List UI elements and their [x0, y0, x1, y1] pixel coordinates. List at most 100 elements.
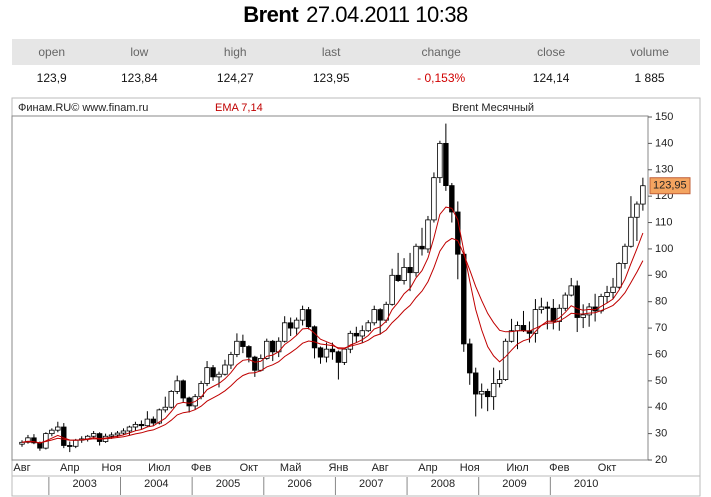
x-tick-label: Окт — [240, 462, 259, 474]
candle-body — [598, 296, 604, 312]
y-tick-label: 110 — [655, 216, 673, 228]
column-value: 124,14 — [532, 71, 570, 85]
indicator-label: EMA 7,14 — [215, 102, 263, 114]
candle-body — [96, 433, 103, 442]
symbol: Brent — [243, 2, 299, 27]
candle-body — [610, 286, 616, 293]
candle-body — [287, 322, 294, 329]
x-tick-label: Авг — [372, 462, 389, 474]
year-label: 2004 — [144, 478, 168, 490]
x-tick-label: Окт — [598, 462, 617, 474]
candle-body — [132, 423, 139, 428]
candle-body — [108, 434, 115, 437]
candle-body — [353, 332, 360, 337]
x-tick-label: Апр — [418, 462, 437, 474]
candle-body — [341, 348, 348, 363]
candle-body — [168, 390, 174, 408]
year-label: 2007 — [359, 478, 383, 490]
candle-body — [640, 185, 646, 205]
candle-body — [377, 309, 383, 321]
candle-body — [138, 423, 145, 427]
candle-body — [281, 322, 288, 342]
x-tick-label: Июл — [506, 462, 528, 474]
candle-body — [550, 307, 557, 322]
y-tick-label: 80 — [655, 296, 667, 308]
quote-table: open low high last change close volume 123,9 123… — [12, 39, 700, 91]
candle-body — [419, 245, 425, 250]
x-tick-label: Фев — [191, 462, 211, 474]
y-tick-label: 150 — [655, 111, 673, 123]
candle-body — [478, 390, 485, 395]
candle-body — [431, 177, 437, 221]
candle-body — [622, 245, 628, 264]
candle-body — [634, 203, 640, 218]
year-label: 2009 — [502, 478, 526, 490]
year-label: 2010 — [574, 478, 598, 490]
candle-body — [67, 445, 73, 447]
y-tick-label: 20 — [655, 454, 667, 466]
candle-body — [25, 437, 31, 443]
candle-body — [389, 274, 395, 305]
column-value: 123,95 — [312, 71, 350, 85]
candle-body — [174, 380, 180, 392]
candle-body — [228, 354, 234, 366]
chart-title: Brent Месячный — [452, 102, 534, 114]
candle-body — [383, 303, 389, 321]
page-title: Brent 27.04.2011 10:38 — [0, 2, 711, 28]
y-tick-label: 60 — [655, 348, 667, 360]
candle-body — [73, 439, 79, 447]
candle-body — [49, 429, 55, 435]
candle-body — [335, 351, 342, 363]
x-tick-label: Фев — [549, 462, 569, 474]
y-tick-label: 30 — [655, 428, 667, 440]
candle-body — [55, 426, 61, 431]
plot-area — [11, 115, 649, 461]
x-tick-label: Авг — [13, 462, 30, 474]
candle-body — [216, 373, 222, 378]
candle-body — [204, 367, 210, 384]
candle-body — [90, 433, 97, 437]
x-tick-label: Май — [280, 462, 302, 474]
x-tick-label: Янв — [328, 462, 348, 474]
candle-body — [401, 266, 407, 281]
candle-body — [270, 340, 276, 353]
candle-body — [473, 372, 479, 395]
candle-body — [61, 426, 67, 446]
candle-body — [240, 340, 246, 347]
candle-body — [120, 430, 127, 434]
candle-body — [514, 325, 521, 332]
column-value: - 0,153% — [417, 71, 466, 85]
last-price-label: 123,95 — [653, 180, 687, 192]
candle-body — [347, 332, 354, 350]
candle-body — [502, 340, 509, 380]
column-value: 123,84 — [121, 71, 158, 85]
y-tick-label: 90 — [655, 269, 667, 281]
year-label: 2005 — [216, 478, 240, 490]
year-label: 2008 — [431, 478, 455, 490]
candle-body — [186, 397, 192, 407]
ema-line — [21, 206, 644, 444]
candle-body — [264, 340, 270, 359]
candle-body — [604, 292, 610, 297]
candle-body — [455, 211, 461, 255]
candle-body — [568, 285, 574, 296]
column-value: 1 885 — [634, 71, 665, 85]
column-header: close — [503, 39, 600, 65]
candle-body — [156, 409, 163, 424]
candle-body — [467, 343, 473, 374]
x-tick-label: Ноя — [102, 462, 122, 474]
source: Финам.RU© www.finam.ru — [18, 102, 148, 114]
column-header: change — [379, 39, 504, 65]
candle-body — [520, 325, 527, 332]
y-tick-label: 40 — [655, 401, 667, 413]
candle-body — [246, 346, 252, 358]
candle-body — [628, 216, 634, 247]
candle-body — [371, 309, 377, 324]
candle-body — [359, 330, 365, 337]
candle-body — [293, 319, 300, 329]
candle-body — [311, 326, 318, 349]
candle-body — [580, 314, 586, 318]
candle-body — [323, 348, 330, 358]
